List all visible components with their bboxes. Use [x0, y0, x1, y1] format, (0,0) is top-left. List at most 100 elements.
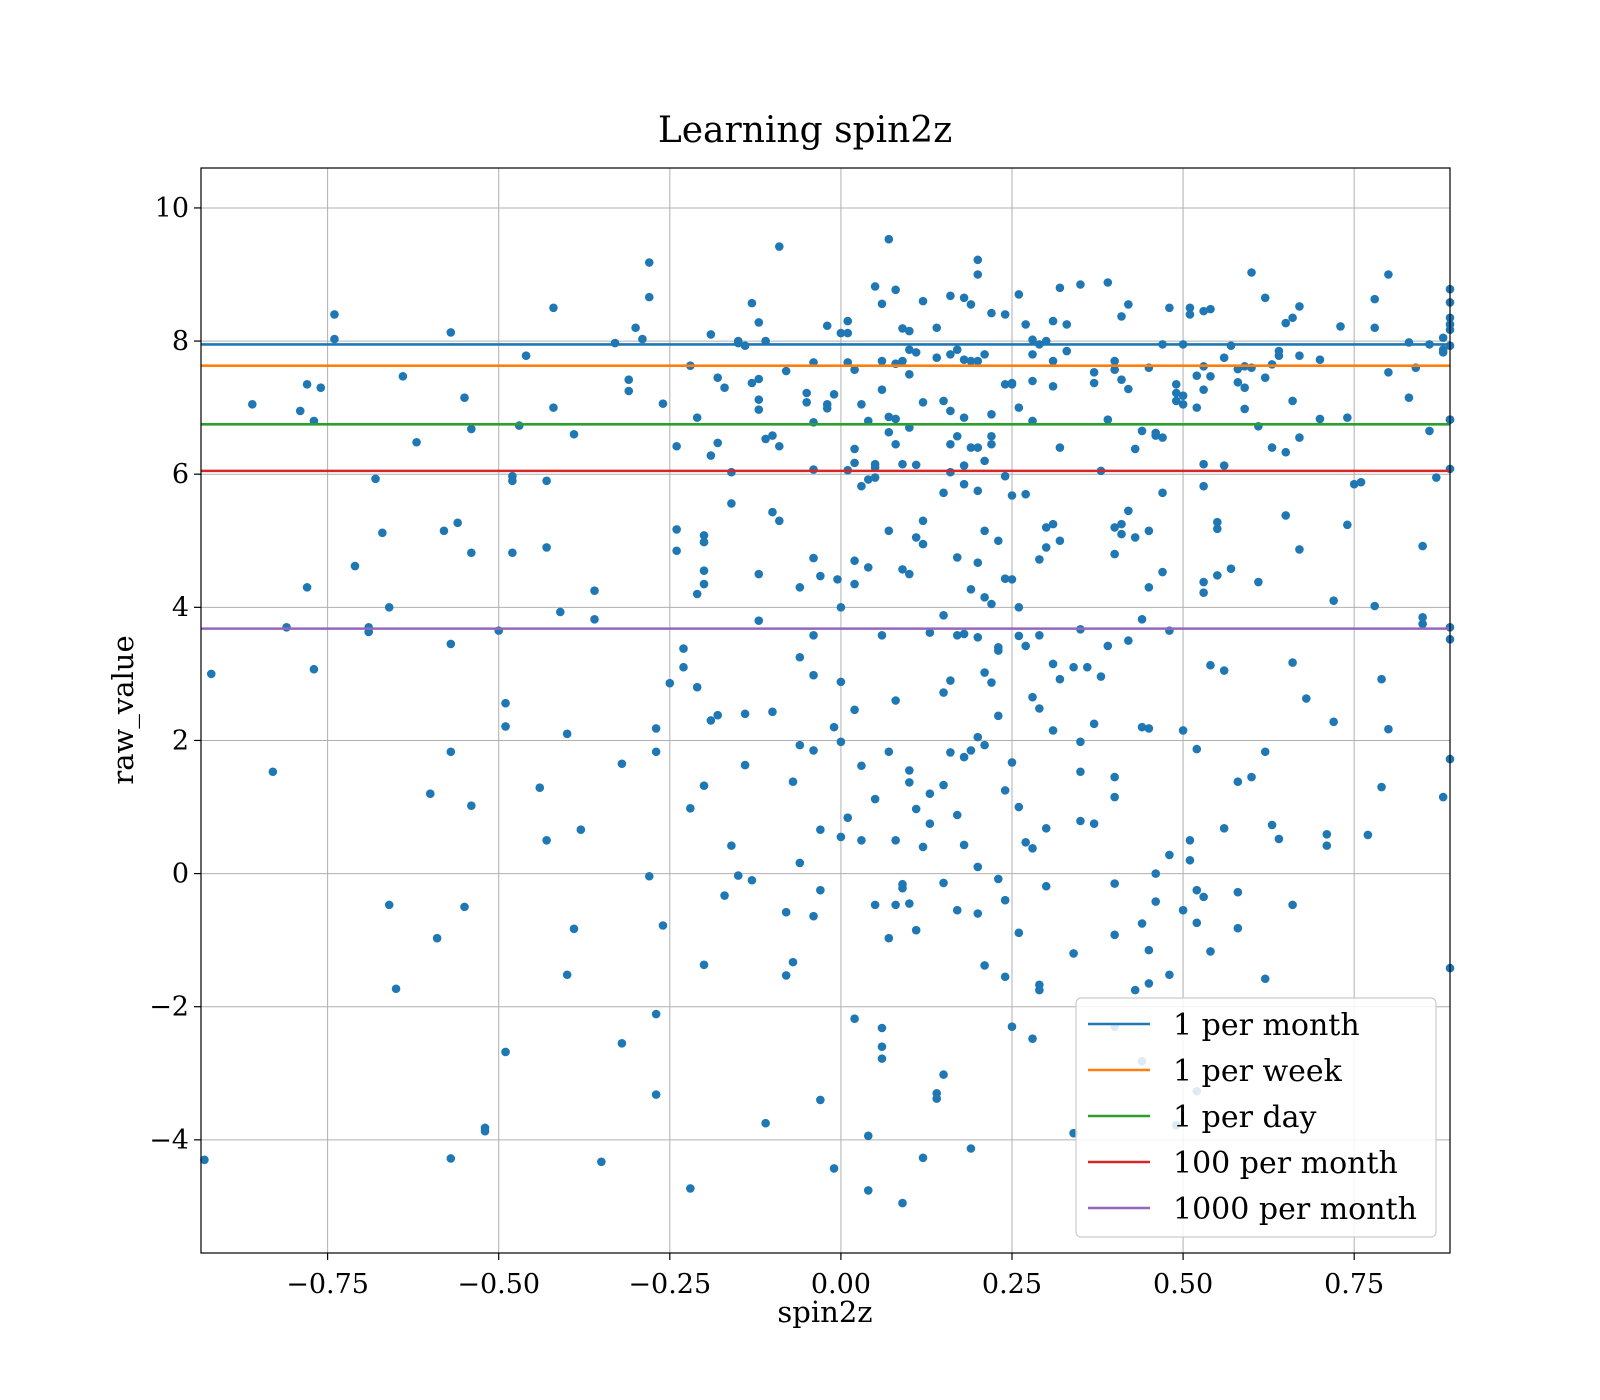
data-point: [1247, 772, 1256, 782]
data-point: [686, 1184, 695, 1193]
data-point: [939, 780, 948, 790]
data-point: [946, 439, 955, 449]
data-point: [1438, 348, 1448, 357]
data-point: [877, 299, 887, 309]
data-point: [1281, 511, 1291, 520]
data-point: [1000, 972, 1010, 982]
data-point: [720, 383, 729, 392]
data-point: [576, 825, 586, 834]
data-point: [631, 323, 640, 333]
data-point: [952, 431, 962, 441]
data-point: [1192, 403, 1202, 412]
data-point: [624, 375, 634, 384]
data-point: [1124, 384, 1133, 394]
y-tick-label: 6: [172, 459, 189, 490]
data-point: [1377, 674, 1386, 684]
data-point: [1144, 979, 1154, 988]
data-point: [1260, 293, 1270, 303]
data-point: [1048, 519, 1058, 529]
data-point: [1014, 403, 1024, 412]
data-point: [727, 499, 736, 508]
data-point: [905, 370, 914, 379]
data-point: [1028, 843, 1037, 853]
data-point: [994, 646, 1003, 655]
data-point: [692, 589, 702, 599]
data-point: [898, 356, 907, 366]
data-point: [809, 553, 818, 563]
data-point: [1069, 949, 1078, 958]
data-point: [918, 398, 928, 407]
data-point: [1178, 400, 1188, 409]
data-point: [829, 1164, 839, 1173]
data-point: [863, 1186, 873, 1195]
data-point: [843, 813, 853, 822]
data-point: [829, 390, 839, 399]
data-point: [686, 804, 695, 813]
data-point: [1233, 887, 1243, 897]
data-point: [1377, 782, 1386, 792]
data-point: [877, 1042, 887, 1051]
data-point: [1007, 1022, 1017, 1031]
data-point: [905, 778, 914, 787]
data-point: [1048, 726, 1058, 735]
data-point: [1247, 268, 1256, 277]
data-point: [1041, 523, 1051, 532]
data-point: [1219, 666, 1229, 675]
data-point: [1233, 378, 1243, 387]
data-point: [925, 628, 935, 637]
data-point: [1343, 520, 1352, 530]
data-point: [1000, 895, 1010, 905]
chart-title: Learning spin2z: [658, 110, 952, 151]
data-point: [1144, 526, 1154, 536]
data-point: [1076, 737, 1085, 747]
data-point: [1206, 660, 1215, 670]
data-point: [1055, 443, 1065, 452]
data-point: [1103, 415, 1113, 424]
data-point: [884, 526, 894, 536]
data-point: [754, 569, 764, 579]
data-point: [514, 421, 524, 430]
data-point: [378, 528, 387, 538]
data-point: [1260, 747, 1270, 757]
data-point: [994, 711, 1003, 721]
data-point: [952, 630, 962, 640]
data-point: [1144, 945, 1154, 955]
data-point: [781, 366, 791, 376]
data-point: [1110, 365, 1119, 374]
data-point: [959, 355, 969, 365]
data-point: [1000, 786, 1010, 795]
legend: 1 per month 1 per week 1 per day 100 per mo…: [1075, 997, 1437, 1238]
data-point: [1260, 373, 1270, 382]
data-point: [952, 553, 962, 562]
data-point: [959, 752, 969, 762]
data-point: [1014, 631, 1024, 641]
data-point: [316, 383, 326, 392]
data-point: [952, 810, 962, 820]
data-point: [980, 350, 989, 359]
data-point: [1192, 918, 1202, 928]
data-point: [836, 737, 846, 747]
data-point: [973, 443, 983, 452]
data-point: [994, 874, 1003, 884]
data-point: [754, 395, 764, 404]
data-point: [446, 747, 456, 757]
legend-items: 1 per month 1 per week 1 per day 100 per mo…: [1088, 1008, 1417, 1227]
data-point: [453, 518, 462, 528]
data-point: [939, 688, 948, 697]
data-point: [870, 900, 880, 910]
data-point: [1089, 819, 1099, 828]
data-point: [1384, 368, 1393, 377]
data-point: [556, 607, 565, 617]
data-point: [1384, 270, 1393, 279]
data-point: [391, 984, 401, 994]
data-point: [1240, 404, 1249, 414]
data-point: [1185, 303, 1195, 313]
data-point: [679, 662, 688, 672]
data-point: [754, 405, 764, 414]
data-point: [446, 639, 456, 649]
data-point: [911, 804, 921, 814]
data-point: [706, 330, 716, 339]
data-point: [1295, 433, 1304, 442]
data-point: [1110, 356, 1119, 366]
x-tick-label: 0.50: [1153, 1269, 1213, 1300]
